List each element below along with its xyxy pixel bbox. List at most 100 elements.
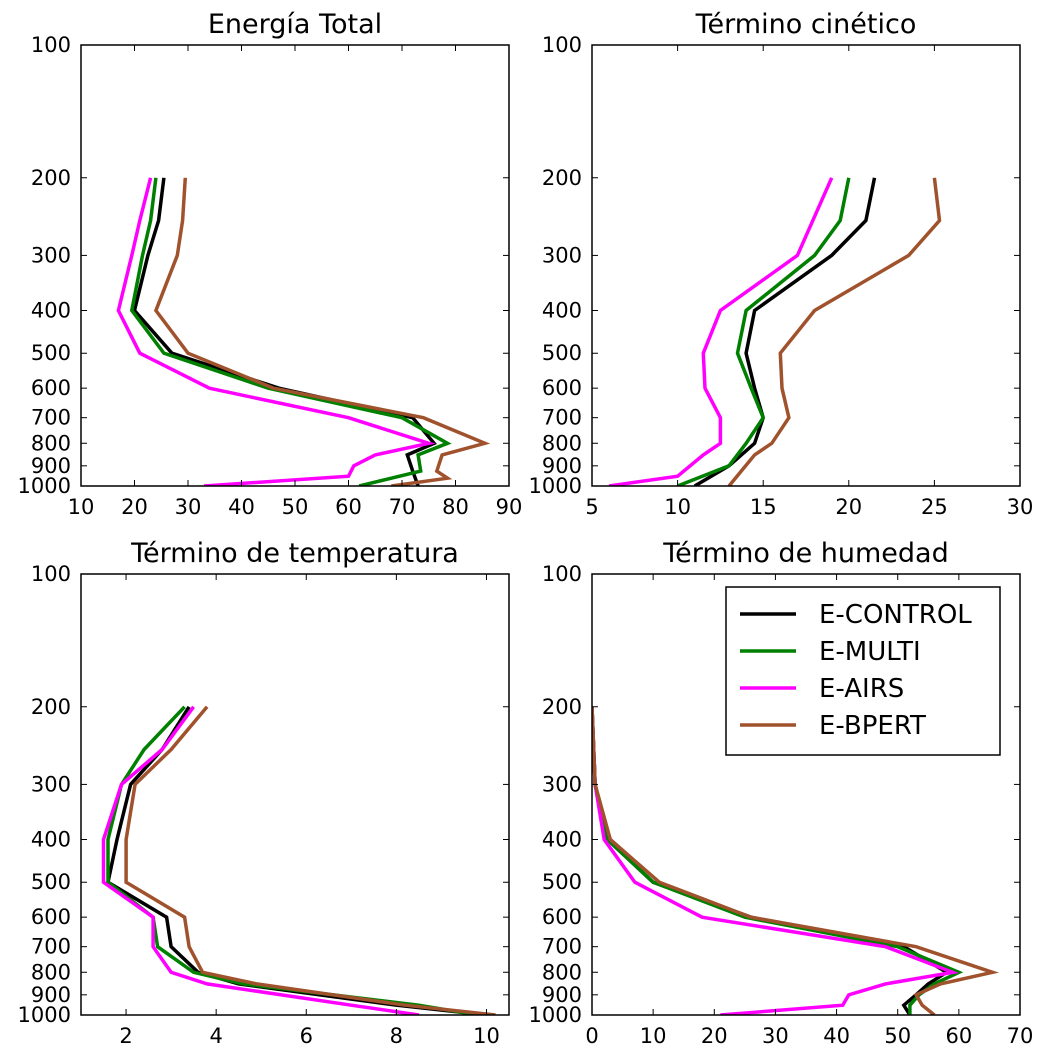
plot-frame xyxy=(591,573,1021,1016)
series-line-bpert xyxy=(727,177,942,486)
series-line-multi xyxy=(106,705,478,1015)
y-tick-label: 1000 xyxy=(529,1003,582,1027)
series-line-bpert xyxy=(124,705,496,1015)
y-tick-label: 600 xyxy=(542,905,582,929)
series-line-airs xyxy=(101,705,420,1015)
series-line-control xyxy=(693,177,877,486)
series-line-bpert xyxy=(153,177,491,486)
x-tick-label: 40 xyxy=(823,1024,850,1048)
x-tick-label: 20 xyxy=(121,495,148,519)
x-tick-label: 10 xyxy=(68,495,95,519)
y-tick-label: 600 xyxy=(31,376,71,400)
y-tick-label: 1000 xyxy=(18,1003,71,1027)
x-tick-label: 30 xyxy=(175,495,202,519)
series-line-airs xyxy=(116,177,436,486)
y-tick-label: 300 xyxy=(542,772,582,796)
y-tick-label: 100 xyxy=(31,33,71,57)
plot-frame xyxy=(80,573,510,1016)
plot-frame xyxy=(591,44,1021,487)
x-tick-label: 30 xyxy=(762,1024,789,1048)
y-tick-label: 200 xyxy=(542,695,582,719)
y-tick-label: 400 xyxy=(542,828,582,852)
x-tick-label: 4 xyxy=(209,1024,222,1048)
chart-title: Energía Total xyxy=(208,9,382,40)
x-tick-label: 50 xyxy=(884,1024,911,1048)
y-tick-label: 900 xyxy=(542,454,582,478)
x-tick-label: 20 xyxy=(835,495,862,519)
y-tick-label: 200 xyxy=(31,695,71,719)
chart-panel-4: 0 10 20 30 40 50 60 70 100 200 300 400 500 600 7008009… xyxy=(529,538,1034,1048)
legend-label-multi: E-MULTI xyxy=(819,637,921,667)
x-tick-label: 20 xyxy=(701,1024,728,1048)
x-tick-label: 90 xyxy=(496,495,523,519)
y-tick-label: 900 xyxy=(31,983,71,1007)
y-tick-label: 400 xyxy=(31,299,71,323)
y-tick-label: 800 xyxy=(542,960,582,984)
x-tick-label: 8 xyxy=(390,1024,403,1048)
y-tick-label: 800 xyxy=(31,431,71,455)
x-tick-label: 2 xyxy=(119,1024,132,1048)
y-tick-label: 100 xyxy=(31,562,71,586)
chart-title: Término de temperatura xyxy=(130,538,459,569)
y-tick-label: 200 xyxy=(31,166,71,190)
x-tick-label: 80 xyxy=(442,495,469,519)
y-tick-label: 100 xyxy=(542,33,582,57)
chart-panel-2: 5 10 15 20 25 30 100 200 300 400 500 600 70080090010… xyxy=(529,9,1034,519)
y-tick-label: 1000 xyxy=(18,474,71,498)
legend: E-CONTROL E-MULTI E-AIRS E-BPERT xyxy=(725,586,1001,756)
y-tick-label: 500 xyxy=(31,341,71,365)
series-line-control xyxy=(132,177,437,486)
series-line-multi xyxy=(129,177,452,486)
series-line-multi xyxy=(592,706,964,1015)
y-tick-label: 700 xyxy=(31,935,71,959)
y-tick-label: 600 xyxy=(31,905,71,929)
x-tick-label: 60 xyxy=(335,495,362,519)
chart-title: Término cinético xyxy=(695,9,917,40)
chart-panel-1: 10 20 30 40 50 60 70 80 90 100 200 300 400 500 600 7008… xyxy=(18,9,523,519)
y-tick-label: 900 xyxy=(31,454,71,478)
y-tick-label: 500 xyxy=(542,870,582,894)
y-tick-label: 1000 xyxy=(529,474,582,498)
legend-label-bpert: E-BPERT xyxy=(819,711,926,741)
x-tick-label: 10 xyxy=(473,1024,500,1048)
y-tick-label: 900 xyxy=(542,983,582,1007)
y-tick-label: 100 xyxy=(542,562,582,586)
x-tick-label: 70 xyxy=(1007,1024,1034,1048)
x-tick-label: 0 xyxy=(585,1024,598,1048)
x-tick-label: 25 xyxy=(921,495,948,519)
x-tick-label: 70 xyxy=(389,495,416,519)
y-tick-label: 400 xyxy=(542,299,582,323)
y-tick-label: 800 xyxy=(31,960,71,984)
y-tick-label: 200 xyxy=(542,166,582,190)
x-tick-label: 40 xyxy=(228,495,255,519)
y-tick-label: 500 xyxy=(542,341,582,365)
x-tick-label: 5 xyxy=(585,495,598,519)
legend-label-airs: E-AIRS xyxy=(819,674,904,704)
y-tick-label: 700 xyxy=(542,406,582,430)
legend-label-control: E-CONTROL xyxy=(819,600,972,630)
y-tick-label: 800 xyxy=(542,431,582,455)
x-tick-label: 60 xyxy=(945,1024,972,1048)
x-tick-label: 30 xyxy=(1007,495,1034,519)
y-tick-label: 300 xyxy=(542,243,582,267)
x-tick-label: 10 xyxy=(640,1024,667,1048)
y-tick-label: 500 xyxy=(31,870,71,894)
y-tick-label: 300 xyxy=(31,772,71,796)
y-tick-label: 700 xyxy=(31,406,71,430)
x-tick-label: 15 xyxy=(750,495,777,519)
series-line-bpert xyxy=(592,706,1000,1015)
chart-title: Término de humedad xyxy=(662,538,948,569)
series-line-control xyxy=(106,705,487,1015)
series-line-multi xyxy=(676,177,851,486)
y-tick-label: 400 xyxy=(31,828,71,852)
x-tick-label: 50 xyxy=(282,495,309,519)
x-tick-label: 10 xyxy=(664,495,691,519)
y-tick-label: 300 xyxy=(31,243,71,267)
series-line-airs xyxy=(608,177,834,486)
x-tick-label: 6 xyxy=(300,1024,313,1048)
y-tick-label: 700 xyxy=(542,935,582,959)
y-tick-label: 600 xyxy=(542,376,582,400)
series-line-airs xyxy=(592,706,960,1015)
